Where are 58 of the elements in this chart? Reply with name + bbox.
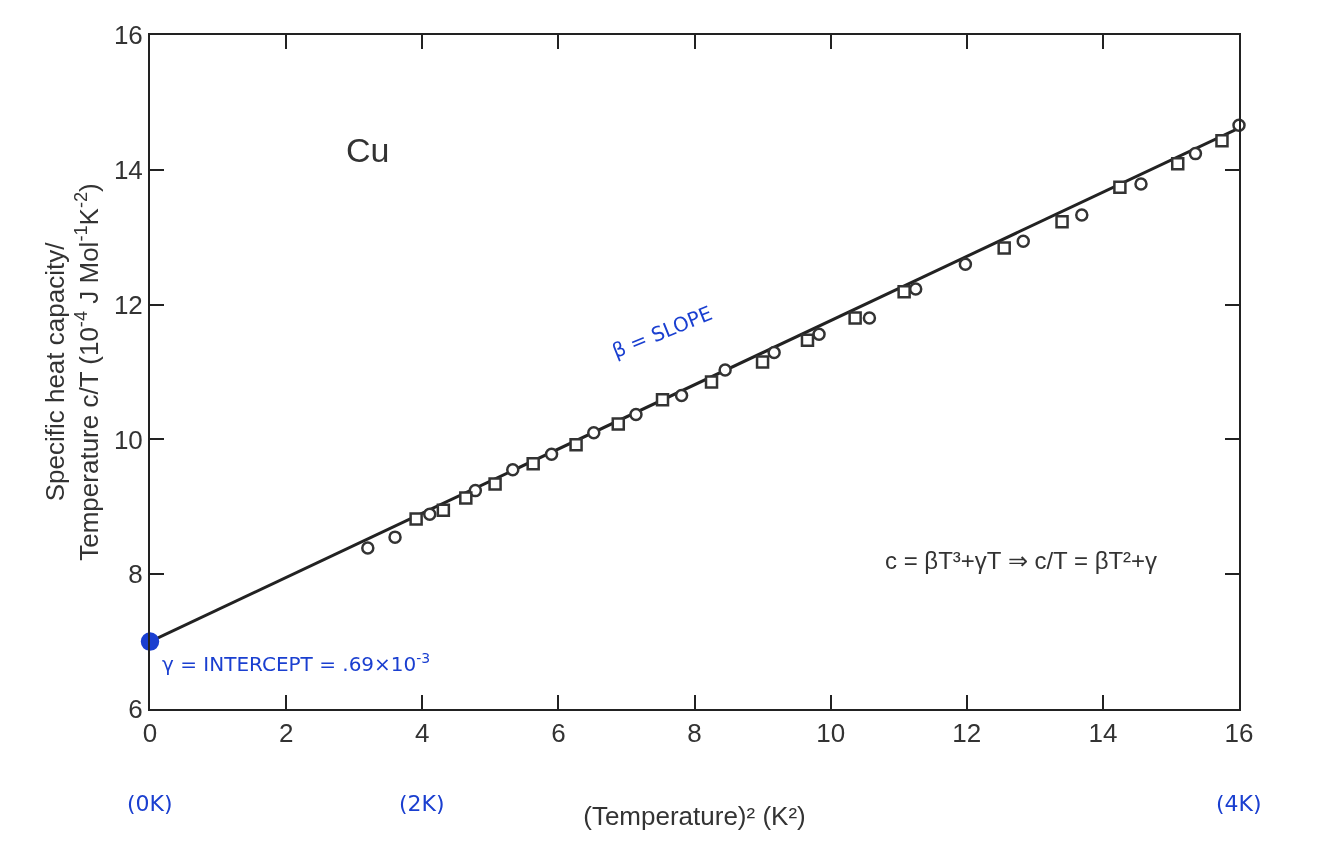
point [1075, 208, 1089, 222]
x-tick-label: 0 [142, 718, 158, 749]
point [409, 512, 423, 526]
point [897, 285, 911, 299]
x-axis-title: (Temperature)² (K²) [583, 801, 806, 832]
point [655, 392, 670, 407]
text: (2K) [399, 791, 445, 816]
point [800, 333, 815, 348]
point [1113, 180, 1127, 195]
y-tick-label: 14 [113, 154, 143, 185]
point [848, 311, 862, 325]
x-tick-label: 2 [278, 718, 294, 749]
point [506, 462, 520, 477]
point [767, 345, 781, 360]
y-tick-label: 12 [113, 289, 143, 320]
y-tick-label: 6 [128, 694, 143, 725]
point [908, 282, 923, 296]
x-tick-label: 14 [1088, 718, 1118, 749]
point [629, 407, 643, 422]
text: (0K) [127, 791, 173, 816]
point [812, 327, 826, 342]
point [718, 363, 732, 377]
point [488, 477, 502, 491]
point [361, 541, 375, 555]
annotation: c = βT³+γT ⇒ c/T = βT²+γ [885, 547, 1158, 574]
point [1170, 156, 1185, 171]
point [1134, 177, 1148, 191]
point [755, 355, 770, 369]
x-tick-label: 10 [816, 718, 846, 749]
point [587, 425, 601, 440]
x-tick-label: 4 [415, 718, 430, 749]
point [862, 311, 877, 325]
x-tick-label: 6 [551, 718, 566, 749]
point [569, 438, 583, 452]
point [422, 507, 437, 521]
point [388, 530, 402, 544]
x-tick-label: 16 [1224, 718, 1254, 749]
y-tick-label: 10 [113, 424, 143, 455]
annotation: γ = INTERCEPT = .69×10$^{-3}$ [162, 650, 431, 677]
point [997, 241, 1011, 255]
point [1215, 134, 1229, 148]
point [436, 503, 451, 517]
point [1188, 146, 1203, 161]
x-tick-label: 8 [687, 718, 702, 749]
point [611, 417, 626, 431]
x-tick-label: 12 [952, 718, 982, 749]
point [674, 388, 689, 403]
point [526, 456, 540, 471]
y-tick-label: 16 [113, 20, 143, 51]
point [1016, 234, 1030, 248]
point [459, 491, 473, 505]
point [704, 375, 719, 389]
y-tick-label: 8 [128, 559, 143, 590]
annotation: Cu [346, 131, 390, 169]
text: (4K) [1216, 791, 1262, 816]
point [544, 447, 559, 461]
point [1055, 214, 1069, 229]
point [958, 257, 973, 271]
